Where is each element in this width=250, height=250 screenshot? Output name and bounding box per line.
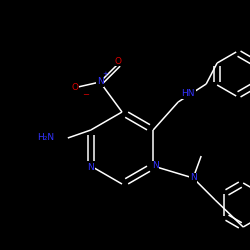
Text: N: N [88,164,94,172]
Text: HN: HN [181,89,195,98]
Text: N: N [96,78,103,86]
Text: N: N [152,162,158,170]
Text: H₂N: H₂N [37,134,54,142]
Text: N: N [190,174,196,182]
Text: +: + [102,71,108,77]
Text: O: O [114,56,121,66]
Text: O: O [72,82,78,92]
Text: −: − [82,90,89,100]
